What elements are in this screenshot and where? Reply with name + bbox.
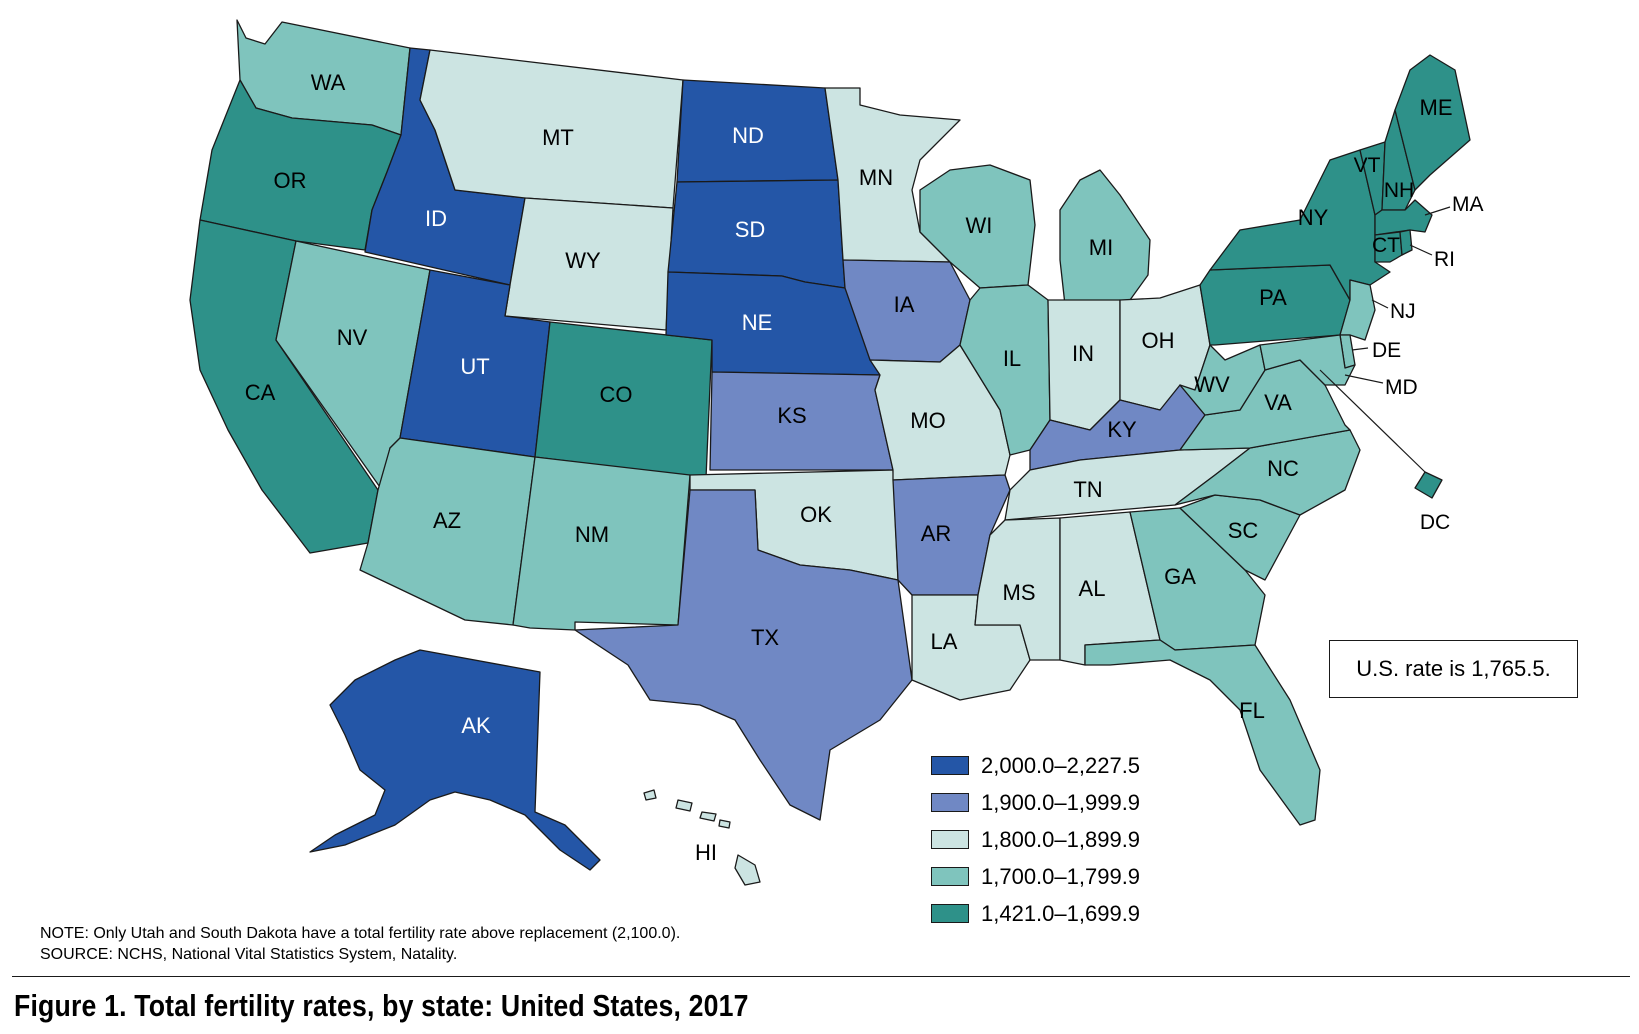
leader-MA	[1424, 206, 1451, 216]
label-MS: MS	[1003, 580, 1036, 605]
leader-NJ	[1371, 299, 1389, 309]
legend-item: 1,700.0–1,799.9	[931, 858, 1140, 895]
label-WY: WY	[565, 248, 601, 273]
label-DC: DC	[1420, 511, 1450, 534]
state-MI[interactable]	[1059, 169, 1151, 306]
label-MI: MI	[1089, 235, 1113, 260]
label-MN: MN	[859, 165, 893, 190]
leader-DC	[1319, 369, 1426, 473]
label-CO: CO	[600, 382, 633, 407]
label-AR: AR	[921, 521, 952, 546]
legend-swatch	[931, 904, 969, 923]
state-RI[interactable]	[1399, 229, 1413, 256]
state-WI[interactable]	[919, 164, 1036, 289]
label-CT: CT	[1372, 234, 1400, 257]
label-WA: WA	[311, 70, 346, 95]
figure-title: Figure 1. Total fertility rates, by stat…	[14, 988, 749, 1023]
legend-swatch	[931, 867, 969, 886]
state-AK[interactable]	[309, 649, 601, 871]
state-MN[interactable]	[824, 87, 961, 263]
state-CT[interactable]	[1374, 231, 1403, 263]
us-rate-text: U.S. rate is 1,765.5.	[1356, 656, 1551, 681]
state-WY[interactable]	[504, 197, 674, 331]
label-IN: IN	[1072, 341, 1094, 366]
label-NE: NE	[742, 310, 773, 335]
label-ME: ME	[1420, 95, 1453, 120]
state-FL[interactable]	[1084, 639, 1321, 826]
label-ND: ND	[732, 123, 764, 148]
label-FL: FL	[1239, 698, 1265, 723]
state-DC[interactable]	[1414, 471, 1443, 499]
label-IA: IA	[894, 292, 915, 317]
label-OR: OR	[274, 168, 307, 193]
label-RI: RI	[1434, 248, 1455, 271]
label-AK: AK	[461, 713, 491, 738]
legend-item: 1,800.0–1,899.9	[931, 821, 1140, 858]
label-AL: AL	[1079, 576, 1106, 601]
label-TN: TN	[1073, 477, 1102, 502]
label-VA: VA	[1264, 390, 1292, 415]
state-HI[interactable]	[643, 789, 761, 886]
label-LA: LA	[931, 629, 958, 654]
state-MD[interactable]	[1259, 334, 1356, 386]
legend-swatch	[931, 756, 969, 775]
state-ME[interactable]	[1394, 54, 1471, 191]
label-OK: OK	[800, 502, 832, 527]
title-rule	[12, 976, 1630, 977]
label-NC: NC	[1267, 456, 1299, 481]
label-DE: DE	[1372, 339, 1401, 362]
label-NJ: NJ	[1390, 300, 1416, 323]
legend-item: 2,000.0–2,227.5	[931, 747, 1140, 784]
legend: 2,000.0–2,227.5 1,900.0–1,999.9 1,800.0–…	[931, 747, 1140, 932]
state-NH[interactable]	[1381, 109, 1416, 211]
label-ID: ID	[425, 206, 447, 231]
legend-swatch	[931, 793, 969, 812]
label-MD: MD	[1385, 376, 1418, 399]
label-PA: PA	[1259, 285, 1287, 310]
state-NM[interactable]	[512, 456, 691, 631]
label-OH: OH	[1142, 328, 1175, 353]
legend-label: 1,421.0–1,699.9	[981, 900, 1141, 926]
note-block: NOTE: Only Utah and South Dakota have a …	[40, 923, 680, 965]
legend-label: 1,800.0–1,899.9	[981, 826, 1141, 852]
label-CA: CA	[245, 380, 276, 405]
label-MO: MO	[910, 408, 945, 433]
label-MA: MA	[1452, 193, 1484, 216]
us-rate-box: U.S. rate is 1,765.5.	[1329, 640, 1578, 698]
state-TX[interactable]	[574, 489, 913, 821]
label-NV: NV	[337, 325, 368, 350]
label-IL: IL	[1003, 346, 1021, 371]
label-NH: NH	[1384, 179, 1414, 202]
legend-label: 1,900.0–1,999.9	[981, 789, 1141, 815]
label-MT: MT	[542, 125, 574, 150]
legend-item: 1,900.0–1,999.9	[931, 784, 1140, 821]
label-HI: HI	[695, 840, 717, 865]
label-VT: VT	[1354, 154, 1381, 177]
label-KS: KS	[777, 403, 806, 428]
legend-item: 1,421.0–1,699.9	[931, 895, 1140, 932]
label-SC: SC	[1228, 518, 1259, 543]
source-text: SOURCE: NCHS, National Vital Statistics …	[40, 946, 458, 963]
note-text: NOTE: Only Utah and South Dakota have a …	[40, 925, 681, 942]
label-SD: SD	[735, 217, 766, 242]
label-GA: GA	[1164, 564, 1196, 589]
label-KY: KY	[1107, 417, 1137, 442]
leader-MD	[1344, 374, 1384, 384]
leader-DE	[1351, 347, 1369, 351]
leader-RI	[1409, 244, 1433, 256]
label-WI: WI	[966, 213, 993, 238]
legend-label: 1,700.0–1,799.9	[981, 863, 1141, 889]
state-NC[interactable]	[1174, 429, 1361, 516]
label-WV: WV	[1194, 372, 1230, 397]
label-UT: UT	[460, 354, 489, 379]
label-TX: TX	[751, 625, 779, 650]
legend-label: 2,000.0–2,227.5	[981, 752, 1141, 778]
label-AZ: AZ	[433, 508, 461, 533]
label-NM: NM	[575, 522, 609, 547]
label-NY: NY	[1298, 205, 1329, 230]
legend-swatch	[931, 830, 969, 849]
state-IL[interactable]	[959, 284, 1051, 456]
state-NJ[interactable]	[1339, 279, 1376, 341]
